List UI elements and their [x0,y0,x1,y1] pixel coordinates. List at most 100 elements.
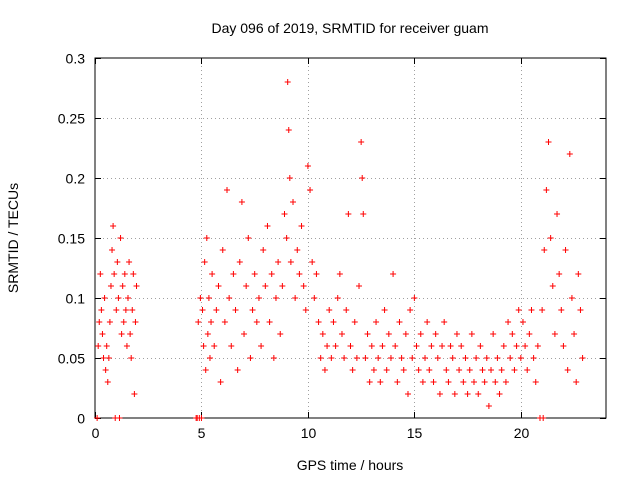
data-point [221,319,228,325]
data-point [441,319,448,325]
data-point [394,379,401,385]
data-point [234,367,241,373]
data-point [434,355,441,361]
data-point [566,151,573,157]
data-point [330,319,337,325]
data-point [129,307,136,313]
data-point [517,355,524,361]
data-point [119,283,126,289]
data-point [470,379,477,385]
data-point [127,331,134,337]
y-tick-label: 0.05 [58,351,85,367]
data-point [400,367,407,373]
data-point [571,331,578,337]
data-point [292,295,299,301]
data-point [279,283,286,289]
data-point [121,271,128,277]
plot-frame [94,57,607,419]
data-point [522,343,529,349]
x-axis-label: GPS time / hours [297,457,404,473]
data-point [498,367,505,373]
data-point [347,343,354,349]
chart-title: Day 096 of 2019, SRMTID for receiver gua… [211,20,488,36]
data-point [217,379,224,385]
data-point [383,367,390,373]
data-point [432,331,439,337]
data-point [272,295,279,301]
data-point [294,247,301,253]
data-point [260,247,267,253]
data-point [390,271,397,277]
data-point [120,319,127,325]
data-point [539,307,546,313]
data-point [126,259,133,265]
data-point [502,379,509,385]
data-point [475,391,482,397]
data-point [111,271,118,277]
data-point [290,199,297,205]
data-point [304,163,311,169]
data-point [243,283,250,289]
data-point [287,259,294,265]
data-point [528,307,535,313]
y-tick-label: 0.1 [66,291,86,307]
data-point [130,271,137,277]
y-tick-label: 0.25 [58,111,85,127]
data-point [485,403,492,409]
data-point [336,271,343,277]
data-point [392,343,399,349]
x-tick-label: 5 [198,425,206,441]
data-point [101,295,108,301]
data-point [251,271,258,277]
data-point [302,307,309,313]
data-point [464,391,471,397]
data-point [349,367,356,373]
data-point [509,331,516,337]
data-point [358,139,365,145]
data-point [317,355,324,361]
data-point [132,319,139,325]
data-point [577,307,584,313]
data-point [107,283,114,289]
data-point [313,271,320,277]
data-point [102,367,109,373]
data-point [481,379,488,385]
data-point [109,247,116,253]
data-point [204,331,211,337]
y-axis-label: SRMTID / TECUs [5,183,21,293]
data-point [439,343,446,349]
data-point [208,319,215,325]
data-point [543,187,550,193]
data-point [477,343,484,349]
data-point [545,139,552,145]
data-point [562,247,569,253]
data-point [114,259,121,265]
data-point [247,355,254,361]
tick-layer: 0 5 10 15 20 0 0.05 0.1 0.15 0.2 0.25 0.3 [58,51,606,441]
data-point [199,307,206,313]
data-point [368,343,375,349]
data-point [197,295,204,301]
data-point [200,343,207,349]
data-point [133,283,140,289]
data-point [206,355,213,361]
data-point [255,295,262,301]
data-point [415,367,422,373]
data-point [534,343,541,349]
data-point [353,355,360,361]
data-point [324,343,331,349]
data-point [575,271,582,277]
data-point [419,379,426,385]
data-point [103,343,110,349]
data-point [462,355,469,361]
data-point [334,295,341,301]
data-point [95,343,102,349]
data-point [332,343,339,349]
data-point [113,307,120,313]
data-point [219,247,226,253]
data-point [262,283,269,289]
data-point [209,271,216,277]
data-point [483,355,490,361]
y-tick-label: 0.3 [66,51,86,67]
